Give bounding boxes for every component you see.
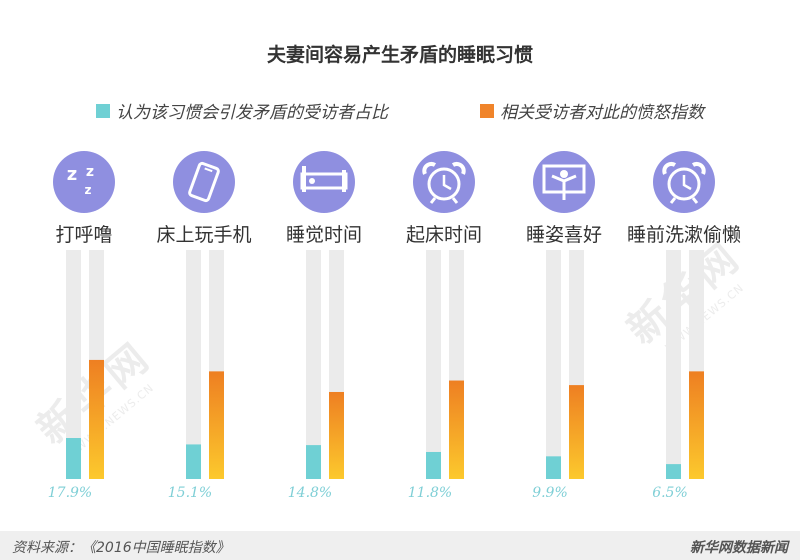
bar-track xyxy=(666,250,681,479)
chart-title: 夫妻间容易产生矛盾的睡眠习惯 xyxy=(266,44,533,66)
zzz-icon: z zz xyxy=(53,151,115,213)
footer-bar xyxy=(0,531,800,560)
bar-track xyxy=(186,250,201,479)
legend-item-anger: 相关受访者对此的愤怒指数 xyxy=(480,98,704,123)
legend-label-share: 认为该习惯会引发矛盾的受访者占比 xyxy=(116,103,388,123)
svg-text:z: z xyxy=(67,164,77,185)
bar-track xyxy=(66,250,81,479)
bar-track xyxy=(546,250,561,479)
bar-anger xyxy=(569,385,584,479)
bar-track xyxy=(426,250,441,479)
value-label: 14.8% xyxy=(288,485,332,501)
legend-item-share: 认为该习惯会引发矛盾的受访者占比 xyxy=(96,98,388,123)
brand-label: 新华网数据新闻 xyxy=(690,540,788,556)
value-label: 15.1% xyxy=(168,485,212,501)
bar-anger xyxy=(449,380,464,479)
bar-share xyxy=(66,438,81,479)
bar-share xyxy=(546,456,561,479)
alarm-clock-icon xyxy=(653,151,715,213)
category-label: 睡前洗漱偷懒 xyxy=(627,224,741,246)
bar-share xyxy=(186,444,201,479)
value-label: 6.5% xyxy=(652,485,688,501)
category-label: 起床时间 xyxy=(406,224,482,246)
category-label: 床上玩手机 xyxy=(156,224,251,246)
source-note: 资料来源：《2016中国睡眠指数》 xyxy=(12,540,230,556)
bar-track xyxy=(306,250,321,479)
bar-anger xyxy=(89,359,104,479)
value-label: 9.9% xyxy=(532,485,568,501)
value-label: 17.9% xyxy=(48,485,92,501)
bed-icon xyxy=(293,151,355,213)
legend-swatch-teal xyxy=(96,103,110,118)
bar-share xyxy=(666,464,681,479)
value-label: 11.8% xyxy=(408,485,452,501)
svg-text:z: z xyxy=(85,183,92,197)
bar-share xyxy=(306,445,321,479)
legend-label-anger: 相关受访者对此的愤怒指数 xyxy=(500,103,704,123)
bar-anger xyxy=(689,371,704,479)
category-label: 睡觉时间 xyxy=(286,224,362,246)
svg-text:z: z xyxy=(86,164,94,180)
alarm-clock-icon xyxy=(413,151,475,213)
bar-anger xyxy=(329,391,344,479)
chart-canvas: z zz 打呼噜 17.9% 床上玩手机 15.1% 睡觉时间 14.8% 起床时间 11.8% 睡… xyxy=(48,151,741,501)
sleep-posture-icon xyxy=(533,151,595,213)
bar-anger xyxy=(209,371,224,479)
category-label: 打呼噜 xyxy=(55,224,112,246)
legend-swatch-orange xyxy=(480,103,494,118)
phone-icon xyxy=(173,151,235,213)
bar-share xyxy=(426,451,441,479)
category-label: 睡姿喜好 xyxy=(526,224,602,246)
